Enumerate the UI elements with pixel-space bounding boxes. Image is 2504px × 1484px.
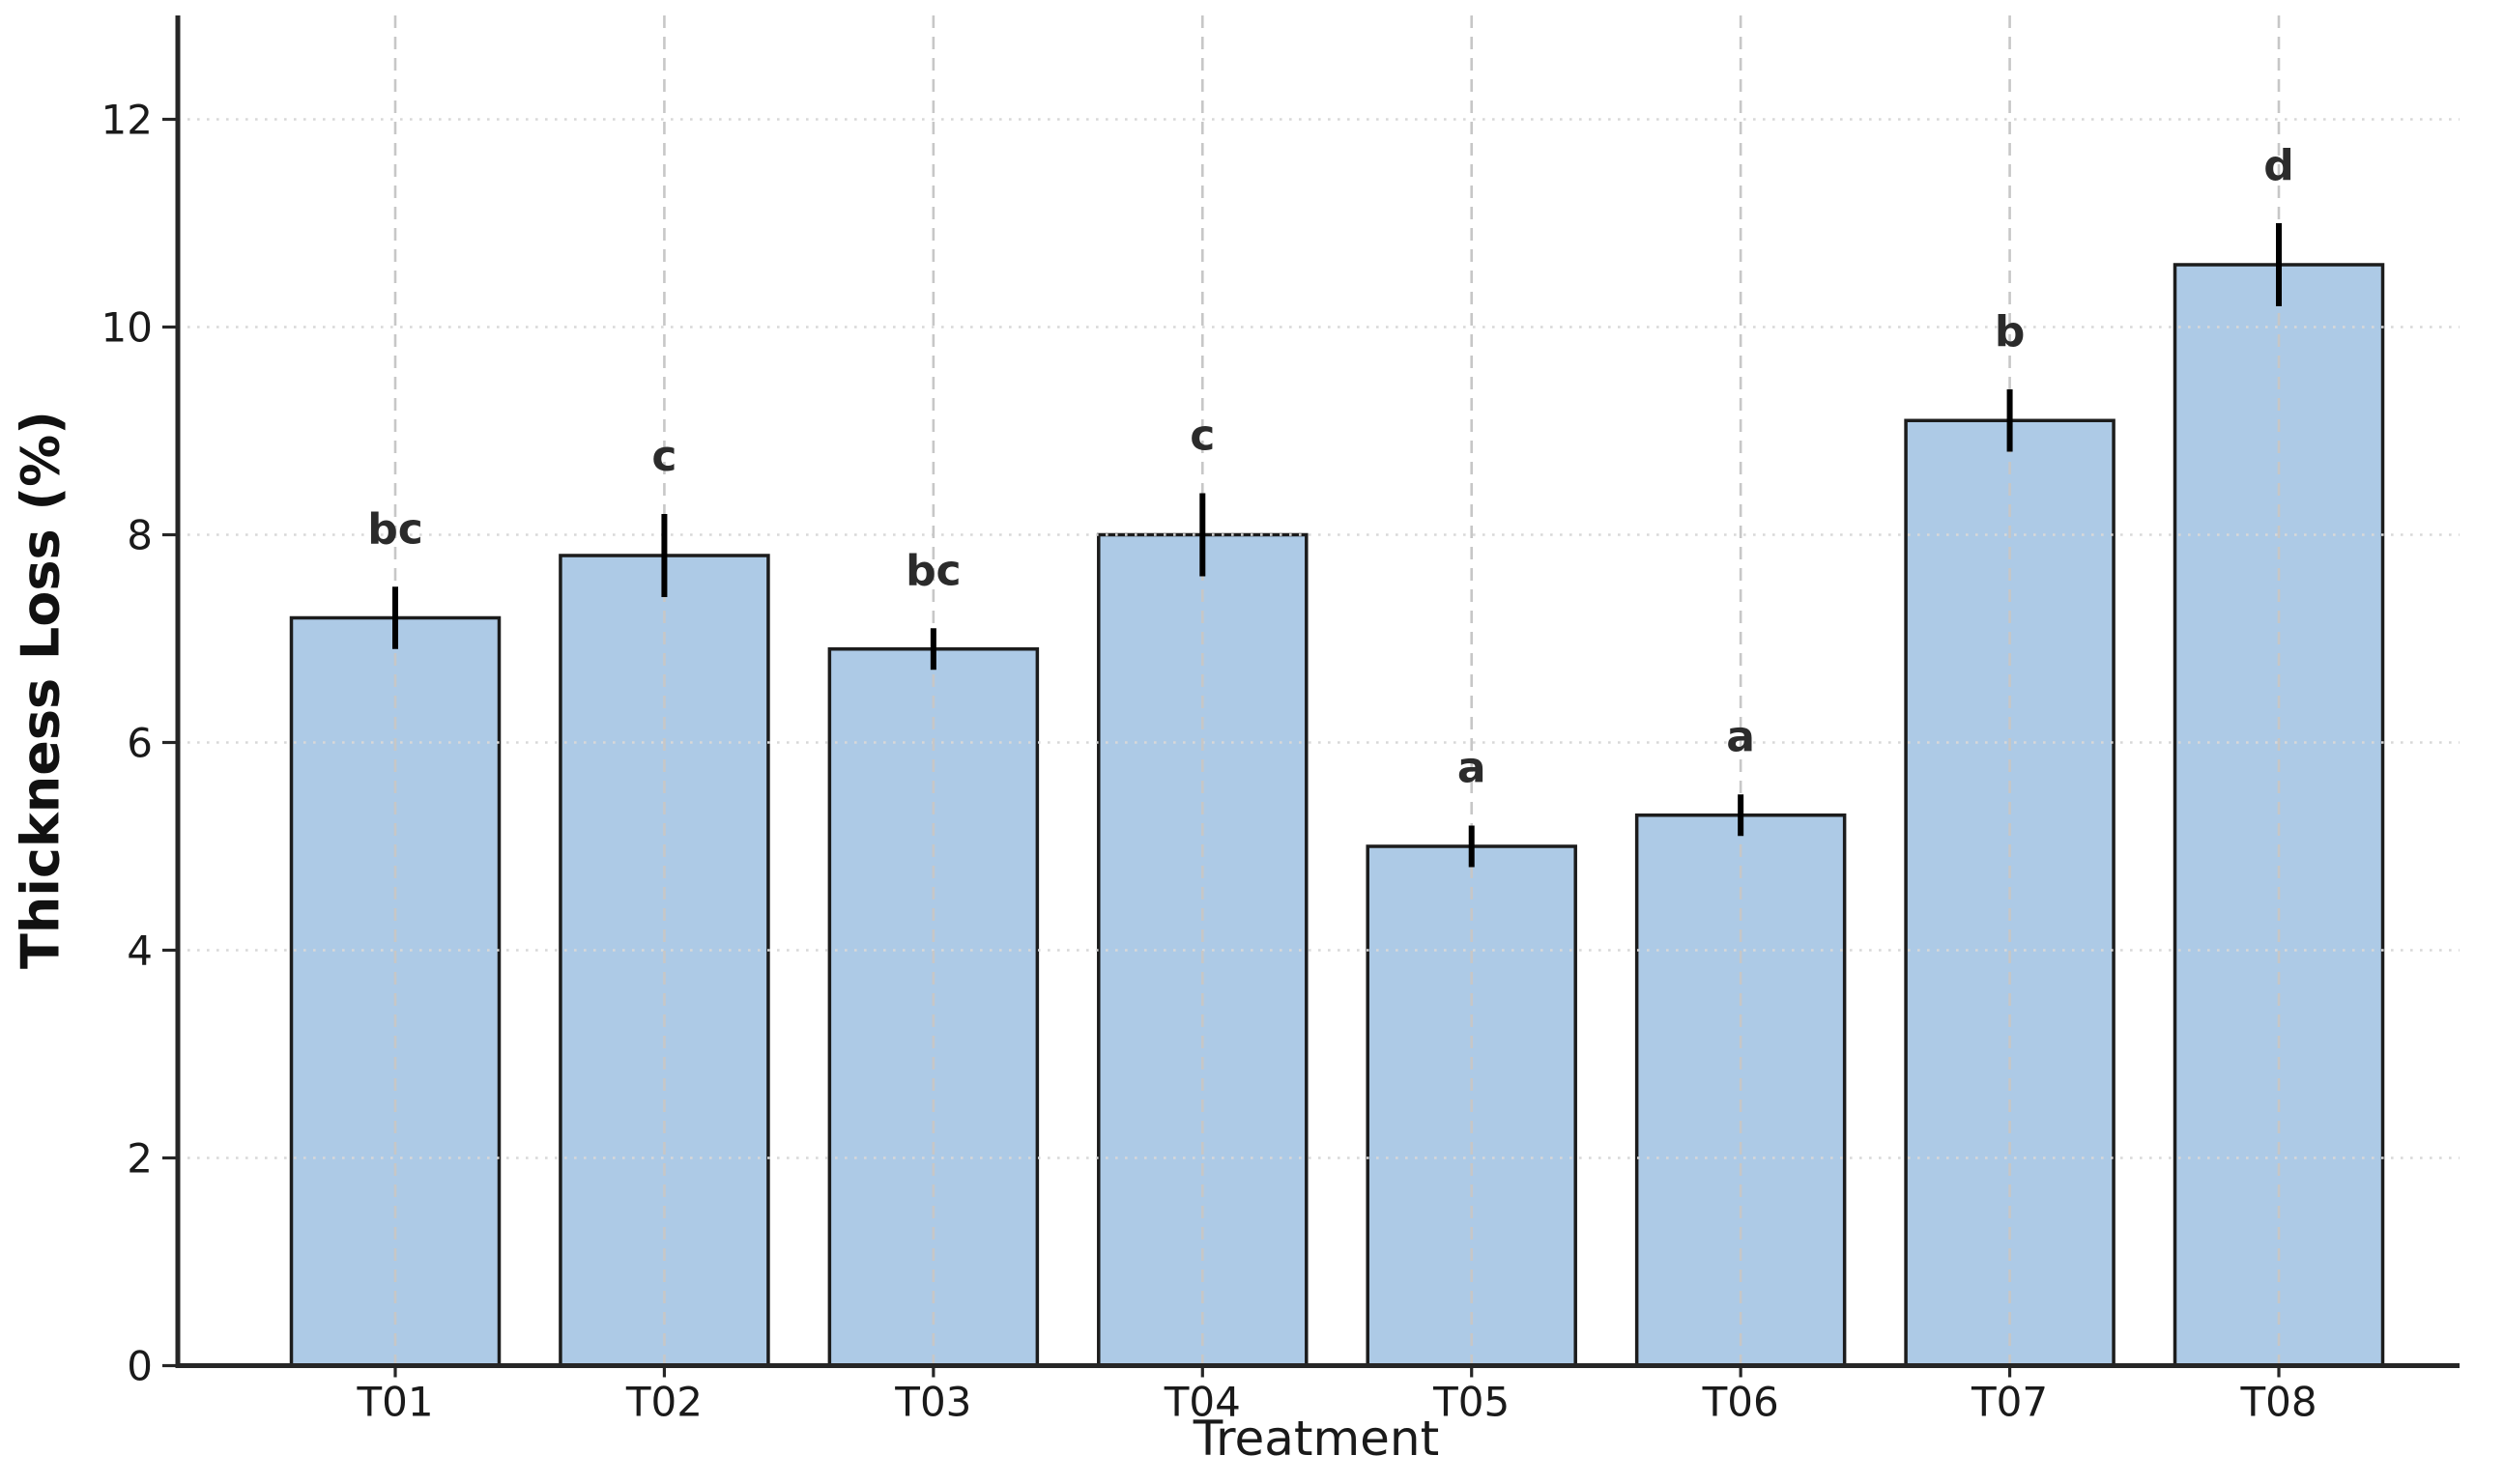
sig-letter-T08: d — [2263, 141, 2294, 190]
sig-letter-T05: a — [1457, 744, 1486, 793]
x-tick-label-T05: T05 — [1432, 1379, 1510, 1426]
x-axis-title: Treatment — [1193, 1411, 1440, 1467]
sig-letter-T02: c — [651, 432, 676, 481]
x-tick-label-T02: T02 — [625, 1379, 703, 1426]
y-tick-label-10: 10 — [101, 304, 153, 352]
sig-letter-T01: bc — [367, 504, 423, 554]
sig-letter-T03: bc — [906, 546, 962, 595]
y-tick-label-12: 12 — [101, 97, 153, 144]
x-tick-label-T07: T07 — [1971, 1379, 2048, 1426]
x-tick-label-T04: T04 — [1164, 1379, 1241, 1426]
y-tick-label-8: 8 — [127, 512, 153, 559]
sig-letter-T07: b — [1995, 307, 2026, 357]
x-tick-label-T01: T01 — [356, 1379, 433, 1426]
sig-letter-T04: c — [1190, 412, 1215, 461]
y-axis-title: Thickness Loss (%) — [10, 411, 72, 969]
y-tick-label-6: 6 — [127, 720, 153, 767]
x-tick-label-T03: T03 — [894, 1379, 971, 1426]
y-tick-label-2: 2 — [127, 1135, 153, 1183]
sig-letter-T06: a — [1726, 712, 1755, 761]
x-tick-label-T06: T06 — [1702, 1379, 1779, 1426]
y-tick-label-0: 0 — [127, 1343, 153, 1390]
y-tick-label-4: 4 — [127, 928, 153, 975]
x-tick-label-T08: T08 — [2239, 1379, 2317, 1426]
